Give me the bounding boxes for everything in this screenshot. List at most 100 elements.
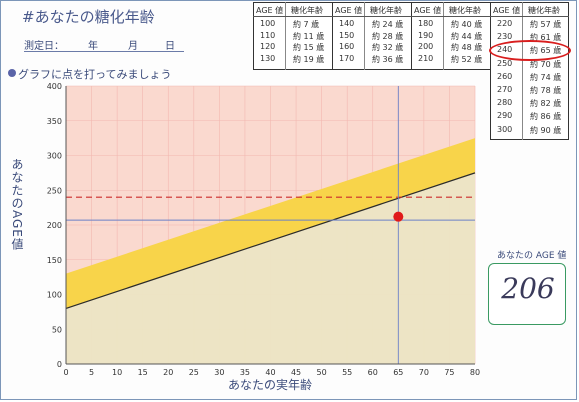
table-glycation-age: 約 86 歳 [530, 112, 562, 122]
age-value-box: 206 [488, 263, 566, 325]
table-age-value: 220 [497, 19, 513, 28]
table-glycation-age: 約 70 歳 [530, 59, 562, 69]
table-glycation-age: 約 24 歳 [372, 20, 404, 29]
table-age-value: 300 [497, 124, 513, 134]
reference-line [65, 172, 476, 309]
x-tick-label: 5 [89, 368, 94, 377]
y-tick-label: 100 [47, 291, 62, 300]
plot-area [65, 85, 476, 365]
table-age-value: 290 [497, 111, 513, 121]
age-table-last-column [490, 2, 569, 140]
x-tick-label: 20 [163, 368, 173, 377]
table-inner-divider [443, 2, 444, 70]
table-glycation-age: 約 74 歳 [530, 72, 562, 82]
table-glycation-age: 約 28 歳 [372, 31, 404, 41]
highlight-circle [489, 40, 571, 61]
table-age-value: 260 [497, 71, 513, 81]
table-glycation-age: 約 52 歳 [451, 55, 483, 65]
y-tick-label: 50 [52, 325, 62, 334]
x-tick-label: 25 [189, 368, 199, 377]
y-tick-label: 300 [47, 152, 62, 161]
table-header-rule [490, 16, 569, 17]
table-age-value: 210 [418, 54, 434, 64]
y-tick-label: 200 [47, 221, 62, 230]
table-age-value: 160 [339, 42, 355, 52]
table-age-value: 150 [339, 30, 355, 40]
upper-band [66, 138, 475, 309]
table-header-age: AGE 値 [335, 6, 363, 15]
table-header-rule [332, 16, 411, 17]
x-tick-label: 30 [214, 368, 224, 377]
table-glycation-age: 約 36 歳 [372, 55, 404, 65]
table-glycation-age: 約 82 歳 [530, 99, 562, 109]
table-divider [411, 2, 412, 70]
table-age-value: 280 [497, 98, 513, 108]
x-tick-label: 15 [138, 368, 148, 377]
table-inner-divider [285, 2, 286, 70]
x-tick-label: 50 [317, 368, 327, 377]
table-age-value: 200 [418, 42, 434, 52]
table-header-glycation: 糖化年齢 [528, 6, 560, 15]
x-tick-label: 55 [342, 368, 352, 377]
table-age-value: 120 [260, 42, 276, 52]
x-tick-label: 10 [112, 368, 122, 377]
x-tick-label: 80 [470, 368, 480, 377]
table-header-age: AGE 値 [414, 6, 442, 15]
table-age-value: 270 [497, 85, 513, 94]
y-tick-label: 400 [47, 82, 62, 91]
y-tick-label: 250 [47, 186, 62, 195]
page-title: #あなたの糖化年齢 [22, 8, 155, 26]
table-divider [332, 2, 333, 70]
table-header-age: AGE 値 [493, 6, 521, 15]
table-age-value: 180 [418, 19, 434, 28]
y-tick-label: 350 [47, 117, 62, 126]
table-header-glycation: 糖化年齢 [370, 6, 402, 15]
x-tick-label: 60 [368, 368, 378, 377]
table-glycation-age: 約 57 歳 [530, 20, 562, 29]
data-point [393, 211, 404, 222]
table-header-rule [253, 16, 332, 17]
table-age-value: 190 [418, 30, 434, 40]
x-tick-label: 75 [444, 368, 454, 377]
table-header-glycation: 糖化年齢 [449, 6, 481, 15]
y-tick-label: 0 [57, 360, 62, 369]
table-age-value: 250 [497, 58, 513, 68]
date-year-label: 年 [88, 41, 98, 52]
table-glycation-age: 約 7 歳 [293, 20, 320, 29]
table-glycation-age: 約 48 歳 [451, 43, 483, 53]
date-month-label: 月 [128, 41, 138, 52]
axes: 0 5 10 15 20 25 30 35 40 45 50 55 60 65 70 75 80 0 50 100 15… [47, 82, 480, 377]
table-inner-divider [522, 2, 523, 140]
table-glycation-age: 約 19 歳 [293, 55, 325, 65]
table-glycation-age: 約 11 歳 [293, 31, 325, 41]
table-age-value: 100 [260, 19, 276, 28]
y-axis-label: あなたのAGE値 [10, 158, 24, 251]
bullet-icon [8, 69, 16, 77]
table-header-rule [411, 16, 490, 17]
table-glycation-age: 約 61 歳 [530, 33, 562, 43]
x-tick-label: 70 [419, 368, 429, 377]
x-tick-label: 0 [63, 368, 68, 377]
x-tick-label: 40 [265, 368, 275, 377]
table-inner-divider [364, 2, 365, 70]
date-day-label: 日 [165, 41, 175, 52]
x-axis-label: あなたの実年齢 [228, 377, 312, 392]
table-glycation-age: 約 15 歳 [293, 43, 325, 53]
table-age-value: 140 [339, 19, 355, 28]
y-tick-label: 150 [47, 256, 62, 265]
table-header-glycation: 糖化年齢 [291, 6, 323, 15]
table-divider [490, 2, 491, 140]
lower-area [66, 172, 475, 364]
table-age-value: 230 [497, 32, 513, 42]
table-age-value: 130 [260, 54, 276, 64]
table-header-age: AGE 値 [256, 6, 284, 15]
table-glycation-age: 約 44 歳 [451, 31, 483, 41]
table-glycation-age: 約 32 歳 [372, 43, 404, 53]
age-value-handwritten: 206 [501, 272, 555, 305]
table-age-value: 110 [260, 30, 276, 40]
x-tick-label: 35 [240, 368, 250, 377]
table-age-value: 170 [339, 54, 355, 64]
table-glycation-age: 約 40 歳 [451, 20, 483, 29]
x-tick-label: 65 [393, 368, 403, 377]
